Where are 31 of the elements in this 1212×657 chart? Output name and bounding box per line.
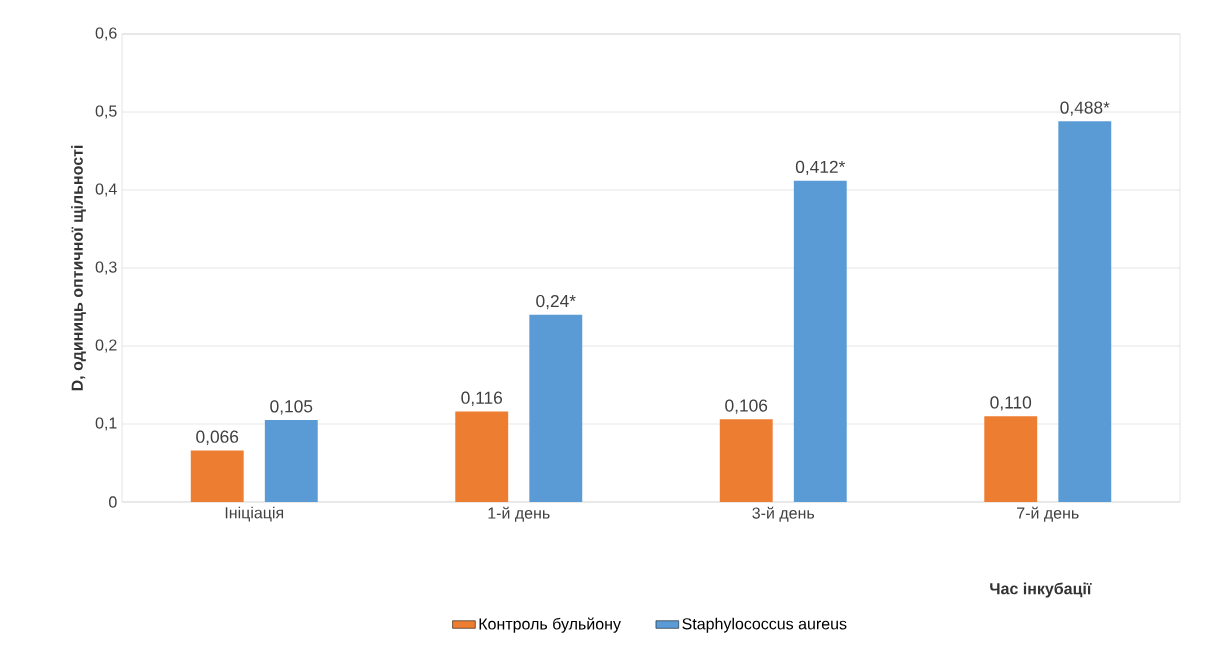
bar <box>719 419 773 502</box>
bar <box>793 180 847 502</box>
bar <box>529 314 583 502</box>
data-label: 0,105 <box>270 400 313 415</box>
data-label: 0,116 <box>461 391 503 406</box>
y-tick-label: 0,4 <box>95 183 117 197</box>
x-tick-label: 7-й день <box>1017 506 1079 522</box>
data-label: 0,106 <box>725 399 768 414</box>
y-tick-label: 0,1 <box>95 417 117 431</box>
x-tick-label: 1-й день <box>488 506 550 522</box>
data-label: 0,066 <box>196 430 239 445</box>
data-label: 0,412* <box>795 160 846 176</box>
y-tick-label: 0,6 <box>95 27 117 41</box>
x-tick-label: 3-й день <box>752 506 815 522</box>
y-tick-label: 0,5 <box>95 105 117 119</box>
y-axis-title: D, одиниць оптичної щільності <box>71 145 86 391</box>
y-tick-label: 0,2 <box>95 339 117 353</box>
bar <box>1058 121 1112 502</box>
data-label: 0,24* <box>536 294 576 310</box>
data-label: 0,488* <box>1060 101 1110 116</box>
bar <box>190 450 244 502</box>
bar <box>264 420 318 502</box>
y-tick-label: 0,3 <box>95 261 117 275</box>
legend-label: Контроль бульйону <box>479 617 621 633</box>
x-axis-title: Час інкубації <box>990 582 1092 598</box>
legend-label: Staphylococcus aureus <box>682 617 847 633</box>
y-tick-label: 0 <box>109 496 117 508</box>
data-label: 0,110 <box>990 396 1032 411</box>
bar <box>455 411 509 502</box>
x-tick-label: Ініціація <box>225 506 284 522</box>
bar <box>984 416 1038 502</box>
